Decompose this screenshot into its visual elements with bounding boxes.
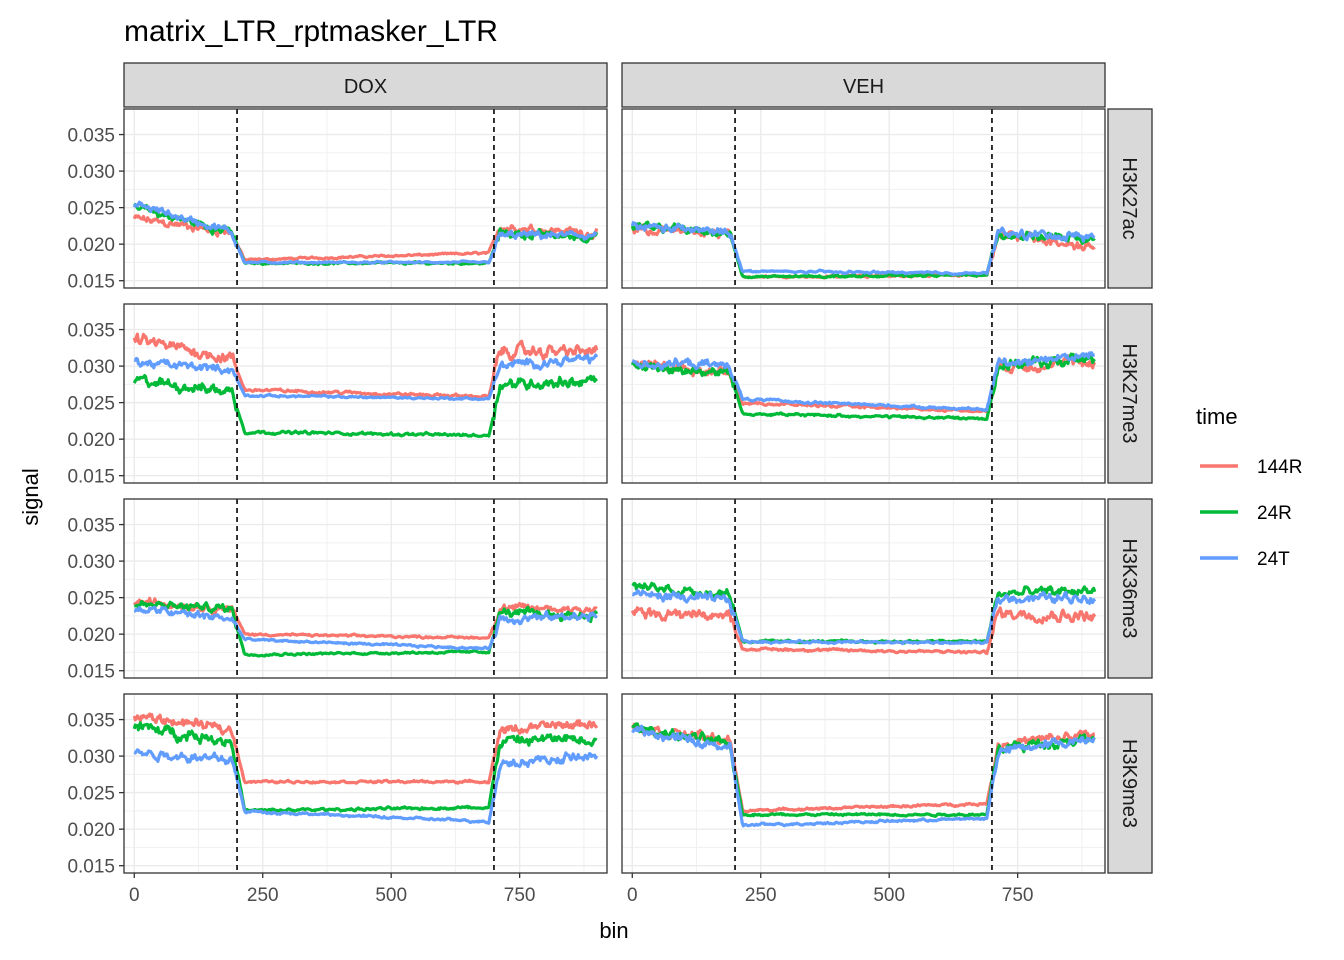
series-line-24r bbox=[133, 600, 599, 658]
facet-strip-label: H3K36me3 bbox=[1118, 538, 1140, 638]
panel-border bbox=[123, 693, 608, 874]
series-line-24t bbox=[133, 605, 598, 651]
y-tick-label: 0.035 bbox=[67, 126, 115, 147]
y-tick-label: 0.025 bbox=[67, 589, 115, 610]
x-tick-label: 500 bbox=[375, 885, 407, 906]
y-tick-label: 0.035 bbox=[67, 516, 115, 537]
panel-background bbox=[124, 694, 607, 873]
facet-strip-veh bbox=[621, 62, 1106, 108]
panel-veh-h3k9me3 bbox=[621, 693, 1106, 874]
panel-border bbox=[123, 303, 608, 484]
facet-strip-label: DOX bbox=[344, 76, 387, 98]
y-tick-label: 0.020 bbox=[67, 820, 115, 841]
y-tick-label: 0.030 bbox=[67, 747, 115, 768]
series-line-24r bbox=[132, 721, 598, 813]
x-axis-title: bin bbox=[599, 918, 628, 943]
y-tick-label: 0.025 bbox=[67, 394, 115, 415]
series-line-24t bbox=[631, 351, 1096, 412]
legend: time 144R 24R 24T bbox=[1196, 404, 1302, 570]
x-tick-label: 750 bbox=[504, 885, 536, 906]
facet-strip-dox bbox=[123, 62, 608, 108]
x-tick-label: 250 bbox=[745, 885, 777, 906]
panel-dox-h3k9me3 bbox=[123, 693, 608, 874]
y-tick-label: 0.015 bbox=[67, 467, 115, 488]
x-tick-label: 500 bbox=[873, 885, 905, 906]
series-line-144r bbox=[630, 606, 1097, 656]
y-tick-label: 0.035 bbox=[67, 711, 115, 732]
x-tick-label: 750 bbox=[1002, 885, 1034, 906]
panel-dox-h3k27me3 bbox=[123, 303, 608, 484]
panels: DOX 0.015 0.020 0.025 0.030 0.035 0.015 0.020 0.… bbox=[67, 62, 1153, 906]
series-line-24t bbox=[631, 589, 1097, 646]
panel-background bbox=[124, 499, 607, 678]
y-tick-label: 0.015 bbox=[67, 272, 115, 293]
y-tick-label: 0.015 bbox=[67, 662, 115, 683]
panel-background bbox=[622, 109, 1105, 288]
x-tick-label: 0 bbox=[129, 885, 140, 906]
chart-title: matrix_LTR_rptmasker_LTR bbox=[124, 15, 498, 48]
y-tick-label: 0.030 bbox=[67, 162, 115, 183]
facet-strip-h3k27me3 bbox=[1107, 303, 1153, 484]
y-tick-label: 0.030 bbox=[67, 552, 115, 573]
legend-label-24t: 24T bbox=[1257, 549, 1290, 570]
panel-dox-h3k36me3 bbox=[123, 498, 608, 679]
x-tick-label: 250 bbox=[247, 885, 279, 906]
y-tick-label: 0.020 bbox=[67, 430, 115, 451]
series-line-24t bbox=[133, 748, 599, 825]
series-line-24t bbox=[133, 353, 599, 402]
y-axis-title: signal bbox=[18, 468, 43, 525]
series-line-24r bbox=[630, 352, 1096, 422]
series-line-24r bbox=[132, 374, 599, 438]
x-tick-label: 0 bbox=[627, 885, 638, 906]
y-tick-label: 0.025 bbox=[67, 784, 115, 805]
facet-strip-h3k9me3 bbox=[1107, 693, 1153, 874]
facet-strip-h3k27ac bbox=[1107, 108, 1153, 289]
panel-veh-h3k27ac bbox=[621, 108, 1106, 289]
panel-border bbox=[621, 498, 1106, 679]
panel-border bbox=[123, 108, 608, 289]
facet-strip-label: H3K27me3 bbox=[1118, 343, 1140, 443]
panel-border bbox=[621, 108, 1106, 289]
series-line-24t bbox=[630, 221, 1096, 277]
panel-background bbox=[622, 694, 1105, 873]
panel-background bbox=[622, 304, 1105, 483]
legend-label-24r: 24R bbox=[1257, 503, 1292, 524]
facet-strip-label: H3K27ac bbox=[1118, 157, 1140, 239]
y-tick-label: 0.025 bbox=[67, 199, 115, 220]
y-tick-label: 0.030 bbox=[67, 357, 115, 378]
facet-strip-label: H3K9me3 bbox=[1118, 739, 1140, 828]
panel-veh-h3k36me3 bbox=[621, 498, 1106, 679]
series-line-24t bbox=[132, 200, 598, 265]
series-line-144r bbox=[132, 712, 599, 785]
facet-strip-h3k36me3 bbox=[1107, 498, 1153, 679]
panel-veh-h3k27me3 bbox=[621, 303, 1106, 484]
series-line-144r bbox=[132, 332, 599, 400]
y-tick-label: 0.020 bbox=[67, 625, 115, 646]
facet-strip-label: VEH bbox=[843, 76, 884, 98]
y-tick-label: 0.035 bbox=[67, 321, 115, 342]
panel-border bbox=[621, 693, 1106, 874]
panel-border bbox=[621, 303, 1106, 484]
y-tick-label: 0.020 bbox=[67, 235, 115, 256]
legend-title: time bbox=[1196, 404, 1238, 429]
panel-dox-h3k27ac bbox=[123, 108, 608, 289]
legend-label-144r: 144R bbox=[1257, 457, 1302, 478]
y-tick-label: 0.015 bbox=[67, 857, 115, 878]
panel-border bbox=[123, 498, 608, 679]
series-line-24t bbox=[631, 724, 1096, 828]
